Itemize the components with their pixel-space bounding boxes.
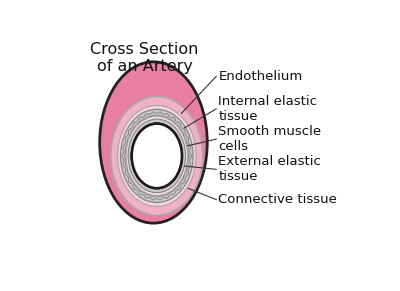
Ellipse shape [128, 119, 186, 193]
Ellipse shape [111, 97, 203, 215]
Ellipse shape [126, 116, 188, 196]
Text: Internal elastic
tissue: Internal elastic tissue [218, 95, 318, 123]
Ellipse shape [100, 62, 207, 223]
Text: Smooth muscle
cells: Smooth muscle cells [218, 125, 322, 153]
Ellipse shape [118, 106, 196, 206]
Ellipse shape [132, 124, 182, 188]
Text: Endothelium: Endothelium [218, 70, 303, 83]
Text: External elastic
tissue: External elastic tissue [218, 155, 321, 183]
Text: Connective tissue: Connective tissue [218, 193, 337, 206]
Ellipse shape [120, 109, 193, 203]
Ellipse shape [132, 124, 182, 188]
Polygon shape [122, 112, 192, 200]
Text: Cross Section
of an Artery: Cross Section of an Artery [90, 42, 199, 74]
